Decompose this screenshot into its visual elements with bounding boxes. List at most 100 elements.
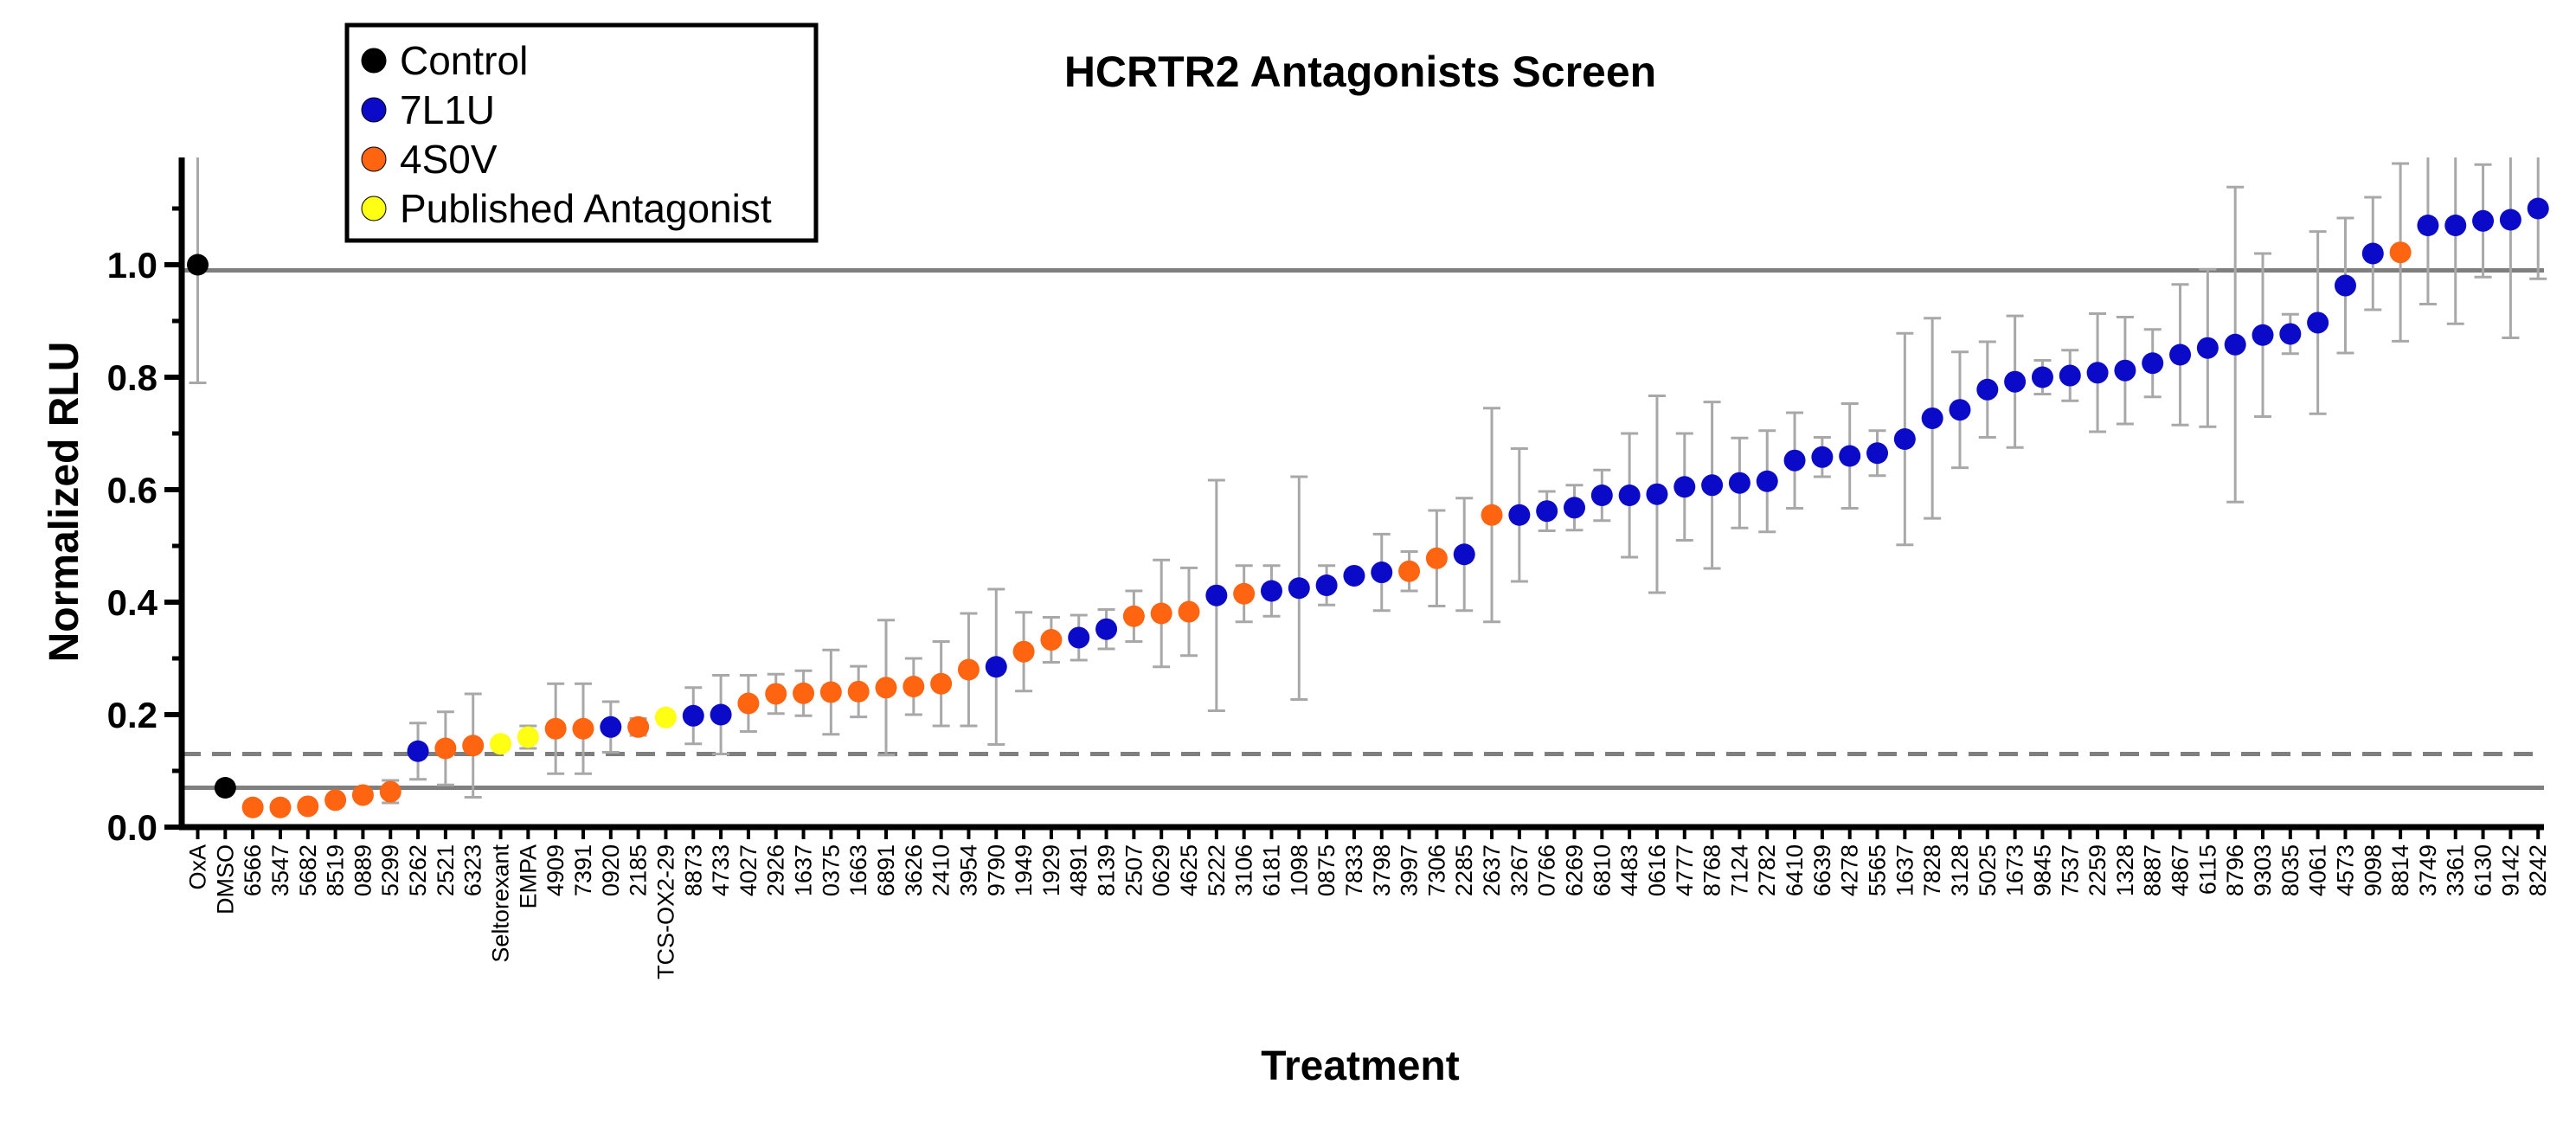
x-tick-label: 0375 [818, 844, 844, 896]
data-point [1618, 484, 1641, 506]
data-point [1756, 470, 1778, 492]
x-tick-label: 1098 [1286, 844, 1312, 896]
data-point [1343, 564, 1365, 587]
data-point [2334, 274, 2356, 297]
x-tick-label: 2521 [433, 844, 459, 896]
data-point [379, 780, 401, 803]
data-point [1012, 640, 1035, 663]
data-point [627, 716, 650, 738]
data-point [737, 692, 760, 715]
data-point [1205, 584, 1228, 606]
data-point [765, 683, 787, 705]
data-point [985, 656, 1007, 678]
x-tick-label: 8814 [2387, 844, 2413, 896]
x-tick-label: 9845 [2029, 844, 2055, 896]
data-point [297, 795, 319, 818]
x-tick-label: 2507 [1121, 844, 1147, 896]
x-tick-label: 1949 [1011, 844, 1037, 896]
x-tick-label: 7306 [1423, 844, 1449, 896]
x-axis-label: Treatment [1261, 1043, 1459, 1089]
x-tick-label: 4061 [2305, 844, 2331, 896]
y-tick-label: 0.4 [107, 582, 158, 623]
x-tick-label: 6566 [240, 844, 266, 896]
data-point [1288, 577, 1310, 600]
x-tick-label: 0889 [350, 844, 376, 896]
data-point [544, 717, 567, 740]
x-tick-label: 8519 [323, 844, 349, 896]
data-point [2114, 359, 2136, 382]
chart-title: HCRTR2 Antagonists Screen [1064, 48, 1656, 96]
y-ticks: 0.0 0.2 0.4 0.6 0.8 1.0 [107, 206, 182, 848]
reference-lines [182, 268, 2544, 790]
data-point [1425, 547, 1448, 569]
x-tick-label: 0766 [1534, 844, 1560, 896]
data-point [1453, 543, 1475, 566]
x-tick-label: 3997 [1397, 844, 1423, 896]
data-point [2196, 337, 2219, 359]
data-point [1866, 442, 1889, 465]
data-point [2252, 324, 2274, 346]
x-tick-label: 8242 [2525, 844, 2551, 896]
data-point [710, 703, 732, 726]
legend-marker [361, 196, 387, 221]
x-tick-label: 8873 [680, 844, 706, 896]
data-point [819, 681, 842, 703]
data-point [1921, 407, 1943, 429]
x-tick-label: 7124 [1726, 844, 1752, 896]
x-tick-label: 6115 [2194, 844, 2220, 895]
x-tick-label: 9098 [2360, 844, 2386, 896]
data-point [2004, 370, 2027, 393]
x-tick-label: 3128 [1947, 844, 1973, 896]
data-point [2142, 352, 2164, 375]
data-point [1976, 378, 1999, 401]
x-tick-label: 9790 [983, 844, 1009, 896]
data-point [2169, 343, 2192, 366]
data-point [654, 706, 677, 728]
data-points [187, 197, 2549, 818]
x-tick-label: 9303 [2250, 844, 2276, 896]
data-point [351, 784, 374, 806]
x-tick-label: 6639 [1809, 844, 1835, 896]
x-tick-label: TCS-OX2-29 [652, 844, 678, 979]
data-point [1481, 504, 1503, 526]
y-tick-label: 0.2 [107, 695, 157, 735]
x-tick-label: 7537 [2057, 844, 2083, 896]
data-point [434, 737, 457, 760]
data-point [1673, 476, 1696, 498]
data-point [1536, 500, 1558, 523]
x-tick-label: 6810 [1589, 844, 1615, 896]
x-tick-label: 0629 [1148, 844, 1174, 896]
x-tick-label: 1929 [1038, 844, 1064, 896]
x-tick-label: 8768 [1699, 844, 1725, 896]
y-tick-label: 0.8 [107, 357, 157, 398]
data-point [572, 717, 594, 740]
data-point [1371, 562, 1393, 584]
x-ticks: OxA DMSO 6566 3547 5682 8519 0889 5299 5262 2521 6… [185, 827, 2551, 979]
data-point [517, 726, 539, 748]
data-point [1260, 580, 1282, 602]
data-point [2361, 242, 2384, 265]
x-tick-label: 9142 [2497, 844, 2523, 896]
data-point [1728, 472, 1751, 494]
data-point [2499, 209, 2521, 231]
data-point [1590, 484, 1613, 506]
data-point [2086, 362, 2109, 384]
x-tick-label: 2782 [1754, 844, 1780, 896]
x-tick-label: Seltorexant [488, 844, 514, 963]
data-point [2279, 323, 2302, 345]
y-axis-label: Normalized RLU [42, 342, 87, 663]
legend-label: Published Antagonist [400, 186, 772, 231]
x-tick-label: 3626 [901, 844, 927, 896]
x-tick-label: 4891 [1066, 844, 1092, 896]
data-point [1315, 574, 1338, 596]
data-point [793, 682, 815, 704]
data-point [2389, 241, 2412, 264]
data-point [2527, 197, 2549, 220]
data-point [1839, 445, 1861, 467]
data-point [2031, 366, 2053, 388]
x-tick-label: 3749 [2415, 844, 2441, 896]
data-point [957, 658, 980, 681]
x-tick-label: 1637 [1892, 844, 1918, 896]
x-tick-label: 6130 [2470, 844, 2496, 896]
